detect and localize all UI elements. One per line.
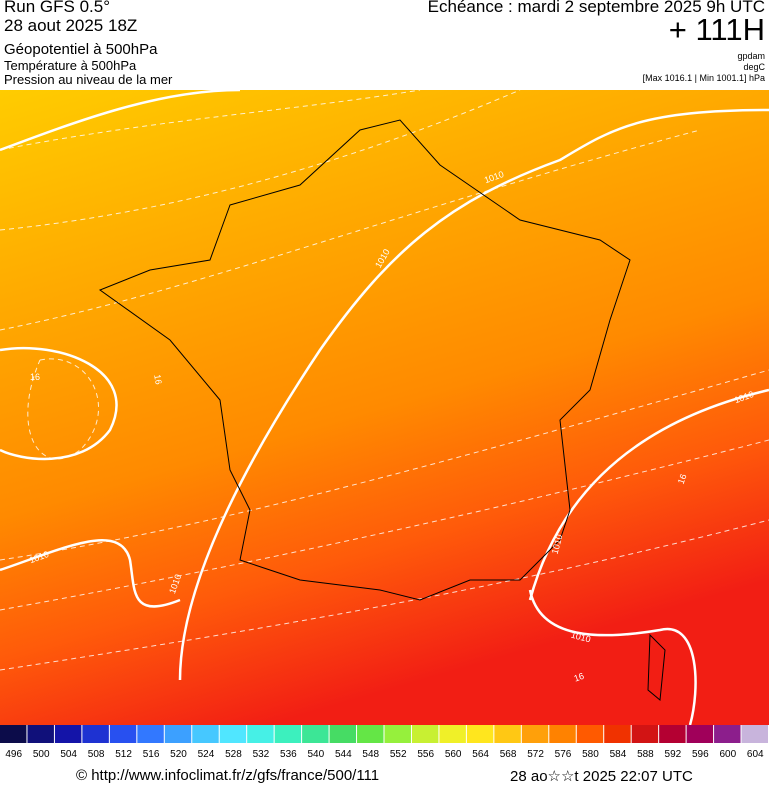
- run-title: Run GFS 0.5°: [4, 0, 111, 16]
- color-swatch: [357, 725, 384, 743]
- scale-label: 584: [610, 749, 627, 760]
- color-swatch: [82, 725, 109, 743]
- color-swatch: [659, 725, 686, 743]
- isobars: [0, 90, 769, 725]
- scale-label: 508: [88, 749, 105, 760]
- contour-label: 16: [30, 372, 40, 382]
- field-label: Géopotentiel à 500hPa: [4, 41, 158, 58]
- scale-label: 524: [198, 749, 215, 760]
- field-label: Température à 500hPa: [4, 58, 137, 73]
- scale-label: 544: [335, 749, 352, 760]
- scale-label: 600: [719, 749, 736, 760]
- field: [0, 90, 769, 725]
- contour-label: 16: [676, 473, 689, 486]
- min-max: [Max 1016.1 | Min 1001.1] hPa: [642, 73, 765, 83]
- color-swatch: [247, 725, 274, 743]
- scale-label: 532: [253, 749, 270, 760]
- color-swatch: [686, 725, 714, 743]
- scale-label: 520: [170, 749, 187, 760]
- scale-label: 540: [307, 749, 324, 760]
- color-swatch: [384, 725, 411, 743]
- scale-label: 536: [280, 749, 297, 760]
- scale-label: 552: [390, 749, 407, 760]
- color-swatch: [411, 725, 439, 743]
- color-swatch: [741, 725, 768, 743]
- coastline: [98, 119, 631, 601]
- lead-time: + 111H: [668, 12, 765, 47]
- scale-label: 572: [527, 749, 544, 760]
- scale-label: 564: [472, 749, 489, 760]
- color-swatch: [439, 725, 466, 743]
- unit: degC: [743, 62, 765, 72]
- color-swatch: [714, 725, 741, 743]
- scale-label: 496: [5, 749, 22, 760]
- color-swatch: [137, 725, 164, 743]
- color-swatch: [27, 725, 54, 743]
- corsica: [647, 633, 666, 701]
- scale-label: 596: [692, 749, 709, 760]
- scale-label: 576: [555, 749, 572, 760]
- scale-label: 560: [445, 749, 462, 760]
- color-swatch: [219, 725, 247, 743]
- contour-label: 16: [152, 374, 164, 386]
- color-swatch: [192, 725, 219, 743]
- scale-label: 556: [417, 749, 434, 760]
- scale-label: 604: [747, 749, 764, 760]
- isotherms: [0, 90, 769, 671]
- scale-label: 580: [582, 749, 599, 760]
- color-swatch: [54, 725, 82, 743]
- color-swatch: [576, 725, 604, 743]
- timestamp: 28 ao☆☆t 2025 22:07 UTC: [510, 768, 693, 785]
- field-label: Pression au niveau de la mer: [4, 72, 173, 87]
- color-swatch: [164, 725, 192, 743]
- contour-label: 16: [573, 671, 586, 684]
- color-swatch: [631, 725, 659, 743]
- scale-label: 592: [665, 749, 682, 760]
- scale-label: 548: [362, 749, 379, 760]
- scale-label: 588: [637, 749, 654, 760]
- color-swatch: [302, 725, 329, 743]
- forecast-time: Echéance : mardi 2 septembre 2025 9h UTC: [427, 0, 765, 16]
- color-swatch: [521, 725, 549, 743]
- color-swatch: [109, 725, 137, 743]
- source-url: © http://www.infoclimat.fr/z/gfs/france/…: [76, 767, 380, 784]
- scale-label: 512: [115, 749, 132, 760]
- color-swatch: [329, 725, 357, 743]
- color-swatch: [466, 725, 494, 743]
- unit: gpdam: [737, 51, 765, 61]
- scale-label: 528: [225, 749, 242, 760]
- color-swatch: [604, 725, 631, 743]
- scale-label: 504: [60, 749, 77, 760]
- color-scale: 496 500 504 508 512 516 520 524 528 532 536 540 544 5…: [0, 725, 768, 760]
- scale-label: 568: [500, 749, 517, 760]
- color-swatch: [0, 725, 27, 743]
- run-date: 28 aout 2025 18Z: [4, 16, 138, 35]
- scale-label: 516: [143, 749, 160, 760]
- scale-label: 500: [33, 749, 50, 760]
- color-swatch: [494, 725, 521, 743]
- color-swatch: [274, 725, 302, 743]
- color-swatch: [549, 725, 576, 743]
